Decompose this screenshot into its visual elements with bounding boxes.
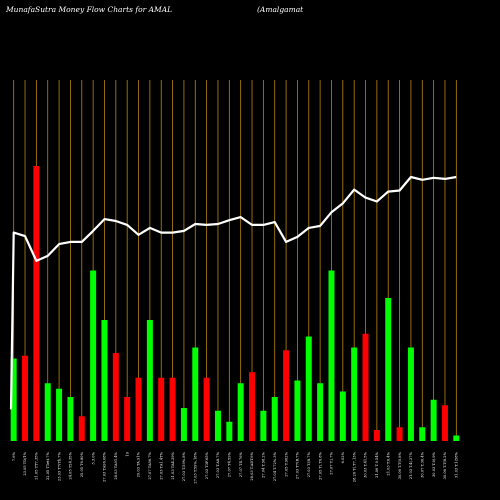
x-tick-label-39: 30.06 T.T(8.2%	[443, 451, 447, 479]
x-tick-label-34: 21.03 T.6.4%	[386, 451, 390, 475]
bar-34	[385, 298, 392, 441]
bar-37	[419, 427, 426, 441]
bar-31	[351, 347, 358, 441]
x-tick-label-6: 24.05 T24.35%	[69, 451, 73, 479]
bar-series	[10, 166, 460, 441]
x-tick-label-26: 27.03 T7(R.7%	[296, 451, 300, 479]
bar-19	[214, 410, 221, 441]
bar-8	[90, 270, 97, 441]
x-tick-label-30: 6.02%	[341, 451, 345, 463]
bar-21	[237, 383, 244, 441]
x-tick-label-1: 7.6%	[12, 451, 16, 461]
x-tick-label-18: 27.03 T3F.65%	[205, 451, 209, 479]
bar-35	[396, 427, 403, 441]
x-tick-label-27: 27.03 T.(R.7%	[307, 451, 311, 477]
bar-5	[56, 388, 63, 441]
x-tick-label-32: 30.03 T.41.5%	[364, 451, 368, 477]
bar-17	[192, 347, 199, 441]
x-tick-label-14: 27.03 TA1.4T%	[159, 451, 163, 479]
bar-6	[67, 397, 74, 441]
bar-13	[146, 320, 153, 441]
x-tick-label-13: 27.07 TA96.7%	[148, 451, 152, 479]
x-tick-label-40: 31.03 T.1(58%	[455, 451, 459, 478]
x-tick-label-7: 25.05 T6.80%	[80, 451, 84, 477]
x-tick-label-12: 29.03 TA.91%	[137, 451, 141, 477]
x-tick-label-10: 28.03 TA91.4%	[114, 451, 118, 479]
x-tick-label-36: 21.03 T.4(.27%	[409, 451, 413, 479]
chart-subtitle: (Amalgamat	[257, 5, 304, 14]
bar-9	[101, 320, 108, 441]
x-tick-label-20: 27.07 T4.59%	[228, 451, 232, 477]
x-tick-label-8: 3.3.0%	[91, 451, 95, 464]
bar-2	[22, 355, 29, 441]
bar-39	[441, 405, 448, 441]
bar-40	[453, 435, 460, 441]
chart-title: MunafaSutra Money Flow Charts for AMAL	[5, 5, 172, 14]
x-tick-label-3: 21.05 TT7.35%	[35, 451, 39, 479]
bar-16	[180, 408, 187, 441]
x-tick-label-4: 22.05 T1ett.7%	[46, 451, 50, 480]
bar-20	[226, 421, 233, 441]
x-tick-label-38: 30.03 T.8(.9%	[432, 451, 436, 477]
bar-27	[305, 336, 312, 441]
x-tick-label-22: 28.03 T.ADT.6%	[250, 451, 254, 480]
x-tick-label-17: 27.03 T.59%.18%	[193, 451, 197, 483]
x-tick-label-2: 23.05 TD/1%	[23, 451, 27, 475]
bar-22	[249, 372, 256, 441]
bar-26	[294, 380, 301, 441]
bar-1	[10, 358, 17, 441]
x-tick-label-25: 27.05 T.962%	[284, 451, 288, 476]
bar-14	[158, 377, 165, 441]
x-tick-label-11: 19	[125, 451, 129, 456]
bar-15	[169, 377, 176, 441]
x-tick-labels: 7.6% 23.05 TD/1% 21.05 TT7.35% 22.05 T1ett.…	[12, 451, 459, 483]
x-tick-label-31: 28.26 T(.T7.13%	[352, 451, 356, 482]
bar-12	[135, 377, 142, 441]
x-tick-label-16: 27.03 T.59%.8%	[182, 451, 186, 481]
bar-29	[328, 270, 335, 441]
x-tick-label-28: 27.05 T(.T6.8%	[318, 451, 322, 479]
bar-28	[317, 383, 324, 441]
x-tick-label-5: 23.03 T7(Tb.7%	[57, 451, 61, 481]
x-tick-label-21: 27.07 T4.76%	[239, 451, 243, 477]
x-tick-label-9: 27.03 TA96.08%	[103, 451, 107, 482]
x-tick-label-29: 27.07 T.(.7%	[330, 451, 334, 474]
x-tick-label-37: 30.07 T.36.4%	[420, 451, 424, 477]
bar-4	[44, 383, 51, 441]
x-tick-label-15: 21.03 TA4.29%	[171, 451, 175, 479]
bar-18	[203, 377, 210, 441]
bar-24	[271, 397, 278, 441]
x-tick-label-24: 27.04 T.72%.3%	[273, 451, 277, 481]
x-tick-label-35: 30.06 T.T(0.8%	[398, 451, 402, 479]
bar-36	[407, 347, 414, 441]
bar-32	[362, 333, 369, 441]
bar-3	[33, 166, 40, 441]
bar-38	[430, 399, 437, 441]
bar-10	[112, 353, 119, 441]
x-tick-label-23: 27.04 T.98.2%	[262, 451, 266, 477]
x-tick-label-19: 27.03 T.A8.7%	[216, 451, 220, 478]
x-tick-label-33: 21.06 T.9.54%	[375, 451, 379, 477]
bar-11	[124, 397, 131, 441]
bar-23	[260, 410, 267, 441]
money-flow-line	[9, 175, 457, 410]
bar-30	[339, 391, 346, 441]
bar-25	[283, 350, 290, 441]
bar-33	[373, 430, 380, 441]
bar-7	[78, 416, 85, 441]
